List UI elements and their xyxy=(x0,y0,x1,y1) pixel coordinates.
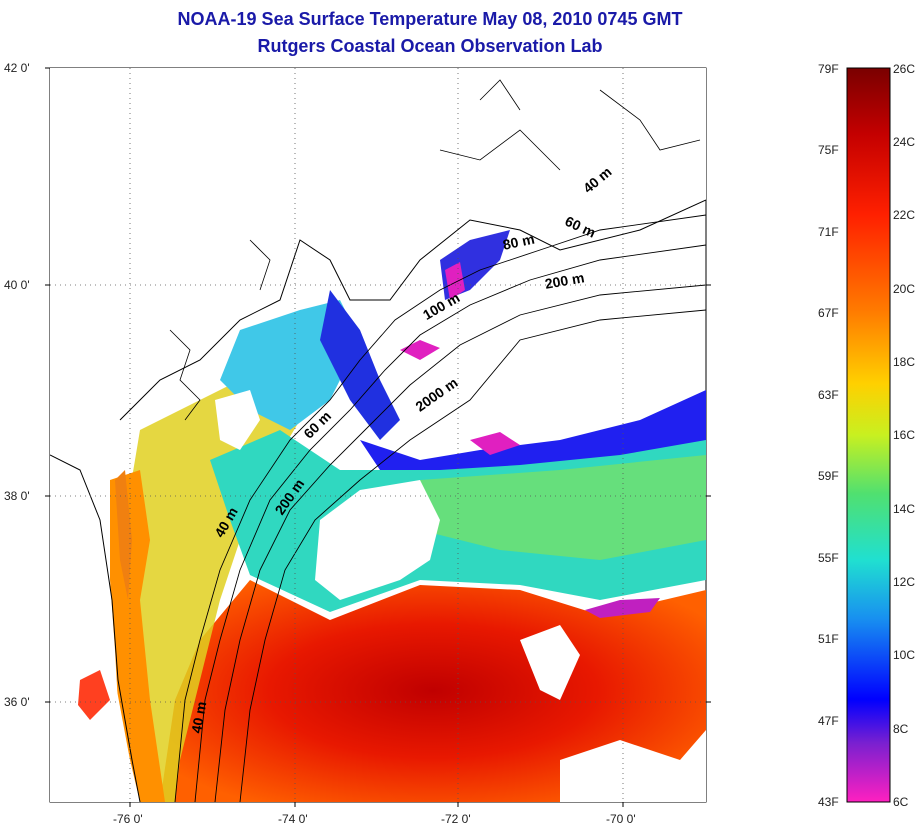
cloud-region xyxy=(215,390,260,450)
colorbar-c-label: 18C xyxy=(893,355,916,369)
lat-label: 36 0' xyxy=(4,695,30,709)
colorbar-f-label: 51F xyxy=(818,632,839,646)
cloud-region xyxy=(520,625,580,700)
lat-label: 38 0' xyxy=(4,489,30,503)
cloud-region xyxy=(315,480,440,600)
axis-ticks xyxy=(45,67,711,807)
chart-title-line2: Rutgers Coastal Ocean Observation Lab xyxy=(257,36,603,56)
colorbar-c-label: 24C xyxy=(893,135,916,149)
colorbar xyxy=(846,67,891,803)
isobath-contour xyxy=(194,244,706,802)
colorbar-f-label: 63F xyxy=(818,388,839,402)
bay-region xyxy=(115,470,132,600)
coastline xyxy=(50,199,706,802)
lat-label: 42 0' xyxy=(4,61,30,75)
colorbar-c-label: 16C xyxy=(893,428,916,442)
coastal-band-region xyxy=(125,350,330,802)
warm-water-region xyxy=(160,580,706,802)
lon-label: -76 0' xyxy=(113,812,143,826)
lon-label: -72 0' xyxy=(441,812,471,826)
green-water-region xyxy=(420,455,706,560)
lon-label: -70 0' xyxy=(606,812,636,826)
colorbar-f-label: 79F xyxy=(818,62,839,76)
colorbar-f-label: 43F xyxy=(818,795,839,809)
colorbar-c-label: 12C xyxy=(893,575,916,589)
magenta-patch xyxy=(445,262,465,300)
coastline-detail xyxy=(169,79,701,421)
colorbar-c-label: 20C xyxy=(893,282,916,296)
colorbar-c-label: 6C xyxy=(893,795,909,809)
colorbar-f-label: 75F xyxy=(818,143,839,157)
chart-title-line1: NOAA-19 Sea Surface Temperature May 08, … xyxy=(177,9,683,29)
colorbar-f-label: 67F xyxy=(818,306,839,320)
colorbar-f-label: 47F xyxy=(818,714,839,728)
blue-front-region xyxy=(360,390,706,470)
cloud-region xyxy=(560,730,706,802)
land-region xyxy=(50,68,706,460)
colorbar-c-label: 22C xyxy=(893,208,916,222)
colorbar-f-label: 71F xyxy=(818,225,839,239)
colorbar-c-label: 14C xyxy=(893,502,916,516)
isobath-contour xyxy=(174,214,706,802)
lat-label: 40 0' xyxy=(4,278,30,292)
colorbar-c-label: 10C xyxy=(893,648,916,662)
land-region xyxy=(50,455,140,802)
magenta-patch xyxy=(585,598,660,618)
bay-region xyxy=(78,670,110,720)
blue-shelf-edge-region xyxy=(320,290,400,440)
colorbar-c-label: 26C xyxy=(893,62,916,76)
colorbar-c-label: 8C xyxy=(893,722,909,736)
magenta-patch xyxy=(470,432,520,455)
lon-label: -74 0' xyxy=(278,812,308,826)
colorbar-f-label: 55F xyxy=(818,551,839,565)
isobath-contour xyxy=(239,309,706,802)
colorbar-f-label: 59F xyxy=(818,469,839,483)
isobath-contour xyxy=(214,284,706,802)
